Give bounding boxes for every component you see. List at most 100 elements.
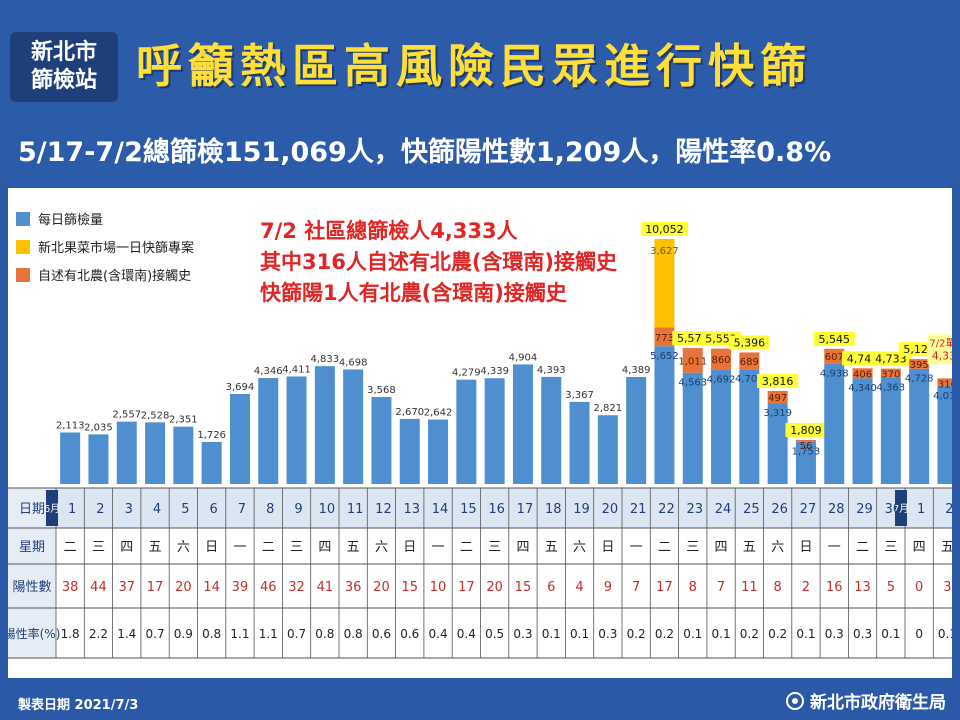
weekday-cell: 一 (630, 540, 643, 555)
badge-line-1: 新北市 (30, 40, 97, 65)
positive-count-cell: 38 (62, 580, 79, 595)
bar-contact (852, 368, 873, 379)
positive-rate-cell: 0.8 (315, 627, 334, 641)
bar-daily (739, 369, 760, 484)
weekday-cell: 五 (545, 540, 558, 555)
row-label: 星期 (19, 540, 45, 555)
bar-daily (456, 379, 477, 484)
positive-count-cell: 0 (915, 580, 923, 595)
weekday-cell: 六 (573, 540, 586, 555)
date-cell: 22 (658, 502, 675, 517)
positive-count-cell: 13 (854, 580, 871, 595)
total-value-label: 5,545 (819, 333, 851, 346)
bar-contact (937, 378, 952, 387)
positive-count-cell: 17 (458, 580, 475, 595)
bar-contact (711, 348, 732, 370)
contact-value-label: 1,011 (678, 356, 707, 367)
base-value-label: 4,339 (480, 366, 509, 377)
market-value-label: 3,627 (650, 246, 679, 257)
weekday-cell: 四 (715, 540, 728, 555)
bar-contact (767, 390, 788, 404)
date-cell: 18 (545, 502, 562, 517)
special-label-line: 4,333 (932, 349, 952, 362)
bar-contact (880, 368, 901, 378)
positive-rate-cell: 0.2 (655, 627, 674, 641)
base-value-label: 4,833 (311, 354, 340, 365)
date-cell: 20 (602, 502, 619, 517)
weekday-cell: 五 (941, 540, 952, 555)
date-cell: 16 (488, 502, 505, 517)
bar-daily (484, 378, 505, 484)
date-cell: 3 (125, 502, 133, 517)
positive-rate-cell: 0.2 (768, 627, 787, 641)
positive-count-cell: 4 (575, 580, 583, 595)
footer-agency-name: 新北市政府衛生局 (810, 693, 946, 713)
weekday-cell: 六 (177, 540, 190, 555)
legend-swatch (16, 268, 30, 282)
bar-daily (88, 434, 109, 484)
bar-daily (597, 415, 618, 484)
positive-rate-cell: 0 (915, 627, 923, 641)
contact-value-label: 607 (825, 352, 844, 363)
total-value-label: 10,052 (645, 223, 684, 236)
weekday-cell: 日 (799, 540, 812, 555)
base-value-label: 1,726 (197, 430, 226, 441)
base-value-label: 4,904 (509, 352, 538, 363)
weekday-cell: 三 (686, 540, 699, 555)
positive-count-cell: 2 (802, 580, 810, 595)
contact-value-label: 406 (853, 369, 872, 380)
date-row-bg (8, 488, 952, 528)
base-value-label: 4,393 (537, 365, 566, 376)
month-marker-box (895, 490, 907, 526)
positive-rate-cell: 0.6 (400, 627, 419, 641)
bar-daily (512, 364, 533, 484)
date-cell: 1 (68, 502, 76, 517)
bar-contact (739, 352, 760, 370)
positive-rate-cell: 0.1 (796, 627, 815, 641)
legend-label: 新北果菜市場一日快篩專案 (38, 240, 194, 256)
base-value-label: 4,346 (254, 366, 283, 377)
positive-count-cell: 17 (147, 580, 164, 595)
bar-daily (229, 393, 250, 484)
bar-daily (201, 441, 222, 484)
date-cell: 19 (573, 502, 590, 517)
weekday-cell: 三 (92, 540, 105, 555)
contact-value-label: 56 (800, 441, 813, 452)
positive-count-cell: 10 (430, 580, 447, 595)
positive-rate-cell: 2.2 (89, 627, 108, 641)
weekday-cell: 三 (290, 540, 303, 555)
legend-label: 自述有北農(含環南)接觸史 (38, 268, 191, 284)
legend-swatch (16, 240, 30, 254)
bar-daily (795, 441, 816, 484)
weekday-cell: 二 (856, 540, 869, 555)
date-cell: 23 (686, 502, 703, 517)
contact-value-label: 497 (768, 393, 787, 404)
weekday-cell: 五 (149, 540, 162, 555)
positive-count-cell: 3 (943, 580, 951, 595)
bar-contact (654, 327, 675, 347)
weekday-cell: 一 (233, 540, 246, 555)
positive-count-cell: 5 (887, 580, 895, 595)
month-marker: 6月 (44, 503, 60, 515)
weekday-cell: 一 (828, 540, 841, 555)
date-cell: 12 (375, 502, 392, 517)
bar-daily (343, 369, 364, 484)
positive-rate-cell: 0.8 (344, 627, 363, 641)
bar-daily (314, 366, 335, 484)
bar-daily (626, 376, 647, 484)
positive-rate-cell: 0.5 (485, 627, 504, 641)
weekday-cell: 四 (913, 540, 926, 555)
base-value-label: 4,411 (282, 364, 311, 375)
base-value-label: 4,707 (735, 374, 764, 385)
base-value-label: 4,563 (678, 378, 707, 389)
annotation-line: 快篩陽1人有北農(含環南)接觸史 (260, 281, 568, 305)
annotation-line: 7/2 社區總篩檢人4,333人 (260, 219, 518, 243)
bar-daily (880, 377, 901, 484)
contact-value-label: 689 (740, 357, 759, 368)
contact-value-label: 316 (938, 379, 952, 390)
base-value-label: 4,728 (905, 374, 934, 385)
base-value-label: 3,319 (763, 408, 792, 419)
base-value-label: 3,694 (226, 382, 255, 393)
weekday-cell: 日 (205, 540, 218, 555)
